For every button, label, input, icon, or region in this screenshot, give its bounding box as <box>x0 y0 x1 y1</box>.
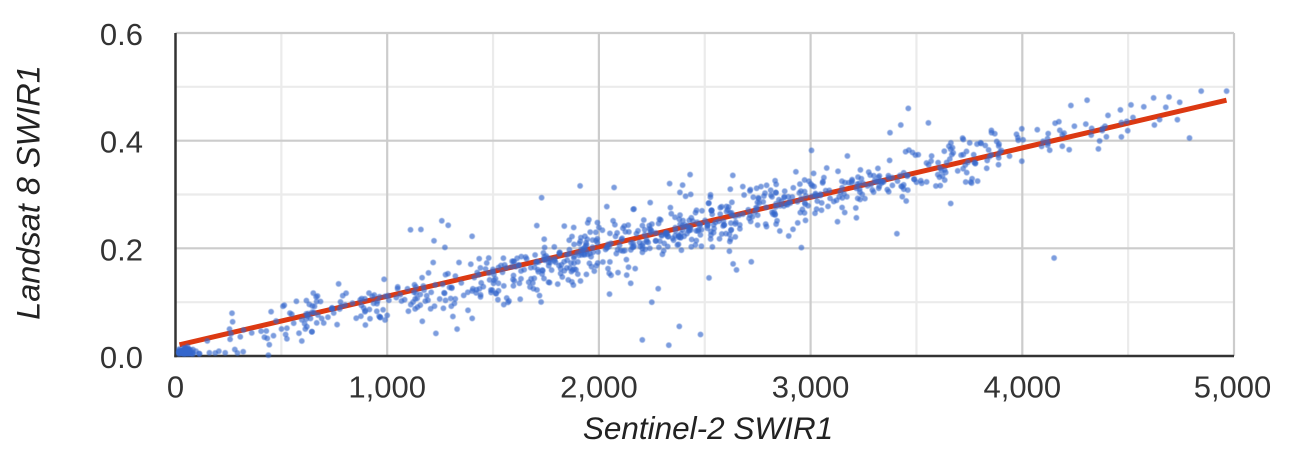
svg-text:0.4: 0.4 <box>100 125 143 160</box>
svg-text:Landsat 8 SWIR1: Landsat 8 SWIR1 <box>11 65 47 320</box>
svg-text:Sentinel-2 SWIR1: Sentinel-2 SWIR1 <box>583 410 833 446</box>
svg-text:2,000: 2,000 <box>560 370 638 405</box>
svg-text:0.0: 0.0 <box>100 340 143 375</box>
svg-text:3,000: 3,000 <box>772 370 850 405</box>
svg-text:1,000: 1,000 <box>348 370 426 405</box>
svg-text:0.2: 0.2 <box>100 232 143 267</box>
svg-text:0: 0 <box>167 370 184 405</box>
svg-text:5,000: 5,000 <box>1194 370 1272 405</box>
svg-text:4,000: 4,000 <box>984 370 1062 405</box>
svg-text:0.6: 0.6 <box>100 17 143 52</box>
